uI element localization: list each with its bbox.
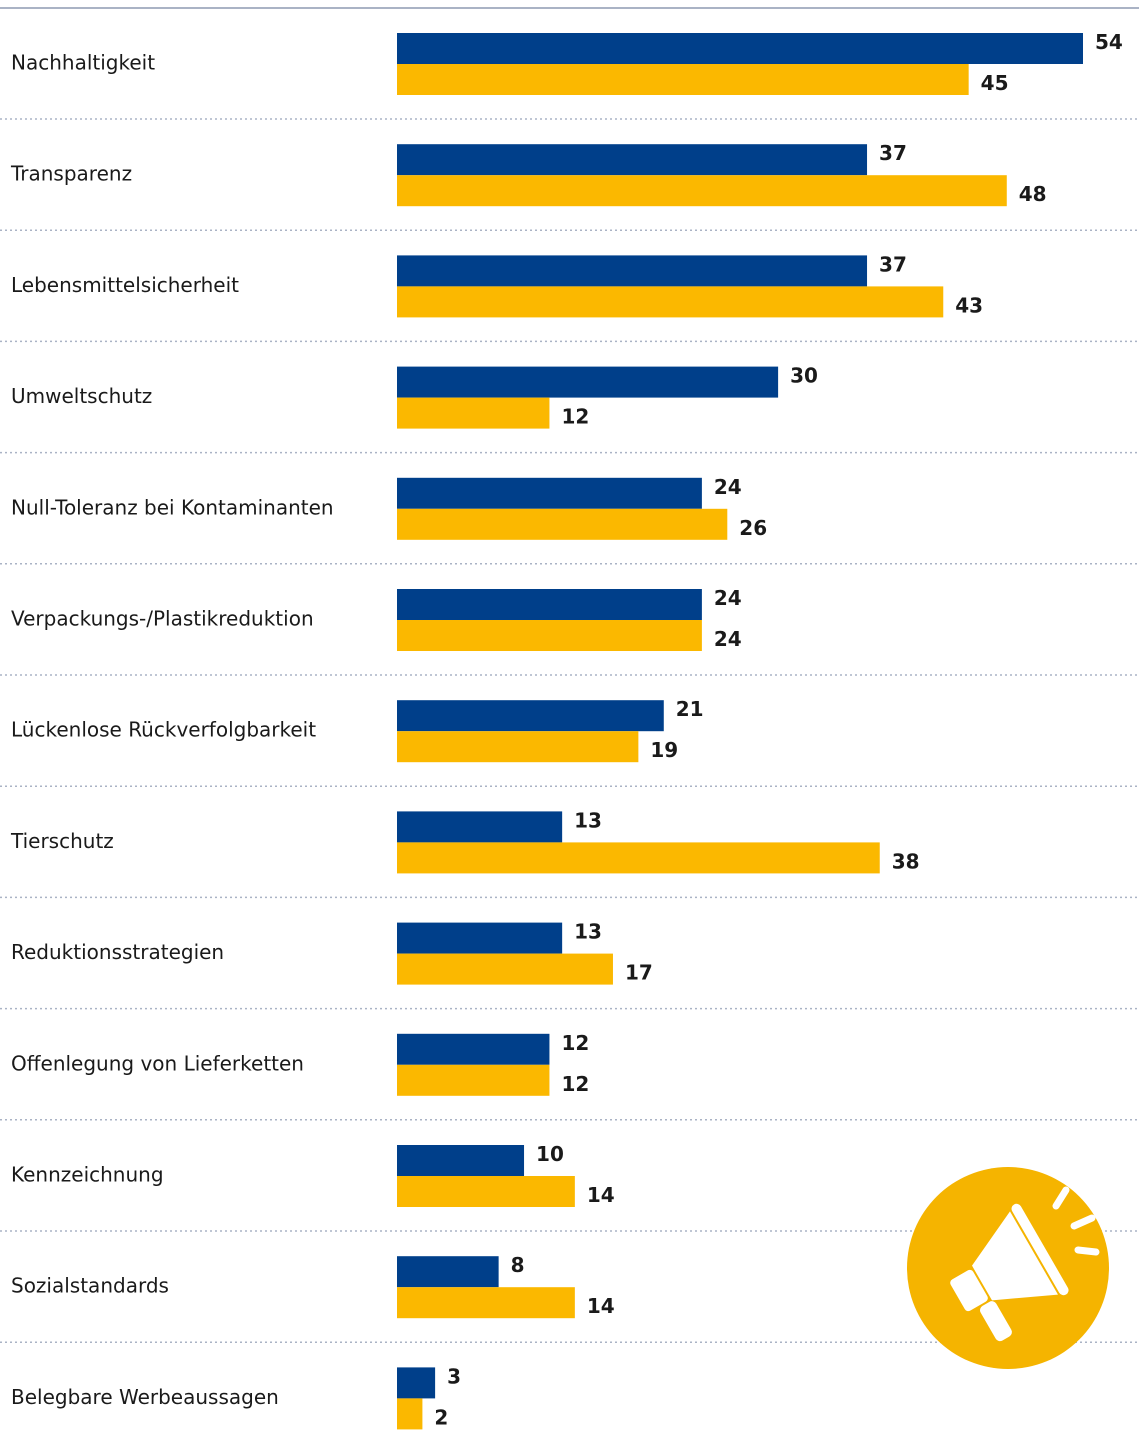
value-label: 12: [561, 1031, 589, 1055]
value-label: 24: [714, 627, 742, 651]
value-label: 19: [650, 738, 678, 762]
bar: [397, 366, 779, 398]
bar: [397, 1064, 550, 1096]
bar: [397, 144, 868, 176]
value-label: 26: [739, 516, 767, 540]
category-label: Sozialstandards: [11, 1274, 169, 1298]
category-label: Kennzeichnung: [11, 1163, 164, 1187]
bar: [397, 1287, 575, 1319]
value-label: 12: [561, 405, 589, 429]
value-label: 43: [955, 293, 983, 317]
category-label: Belegbare Werbeaussagen: [11, 1385, 279, 1409]
value-label: 8: [511, 1253, 525, 1277]
bar: [397, 922, 563, 954]
bar: [397, 175, 1007, 207]
value-label: 14: [587, 1183, 615, 1207]
category-label: Null-Toleranz bei Kontaminanten: [11, 495, 334, 519]
bar: [397, 397, 550, 429]
bar: [397, 1398, 423, 1430]
value-label: 24: [714, 586, 742, 610]
bar: [397, 477, 702, 509]
value-label: 45: [981, 71, 1009, 95]
bar: [397, 1176, 575, 1207]
value-label: 30: [790, 364, 818, 388]
megaphone-icon: [907, 1167, 1109, 1369]
bar: [397, 731, 639, 763]
value-label: 13: [574, 920, 602, 944]
bar: [397, 1033, 550, 1065]
category-label: Verpackungs-/Plastikreduktion: [11, 607, 314, 631]
value-label: 48: [1019, 182, 1047, 206]
bar: [397, 620, 702, 651]
value-label: 10: [536, 1142, 564, 1166]
value-label: 17: [625, 961, 653, 985]
value-label: 38: [892, 849, 920, 873]
category-label: Offenlegung von Lieferketten: [11, 1051, 304, 1075]
bar: [397, 589, 702, 620]
category-label: Transparenz: [10, 162, 132, 186]
category-label: Tierschutz: [10, 829, 114, 853]
bar: [397, 64, 969, 95]
bars: Nachhaltigkeit 54 45 Transparenz 37 48 Lebensm…: [0, 30, 1139, 1430]
value-label: 2: [434, 1405, 448, 1429]
value-label: 12: [561, 1072, 589, 1096]
bar: [397, 1256, 499, 1288]
bar: [397, 811, 563, 843]
value-label: 14: [587, 1294, 615, 1318]
value-label: 37: [879, 141, 907, 165]
category-label: Umweltschutz: [11, 384, 152, 408]
value-label: 3: [447, 1364, 461, 1388]
value-label: 37: [879, 252, 907, 276]
bar: [397, 953, 613, 985]
category-label: Lebensmittelsicherheit: [11, 273, 239, 297]
bar: [397, 508, 728, 540]
bar: [397, 33, 1083, 64]
bar: [397, 1367, 436, 1399]
bar: [397, 1145, 525, 1176]
value-label: 24: [714, 475, 742, 499]
category-label: Lückenlose Rückverfolgbarkeit: [11, 718, 316, 742]
category-label: Nachhaltigkeit: [11, 51, 155, 75]
value-label: 13: [574, 808, 602, 832]
bar: [397, 286, 944, 318]
category-label: Reduktionsstrategien: [11, 940, 224, 964]
bar: [397, 255, 868, 287]
bar: [397, 700, 664, 732]
bar: [397, 842, 880, 874]
value-label: 21: [676, 697, 704, 721]
value-label: 54: [1095, 30, 1123, 54]
